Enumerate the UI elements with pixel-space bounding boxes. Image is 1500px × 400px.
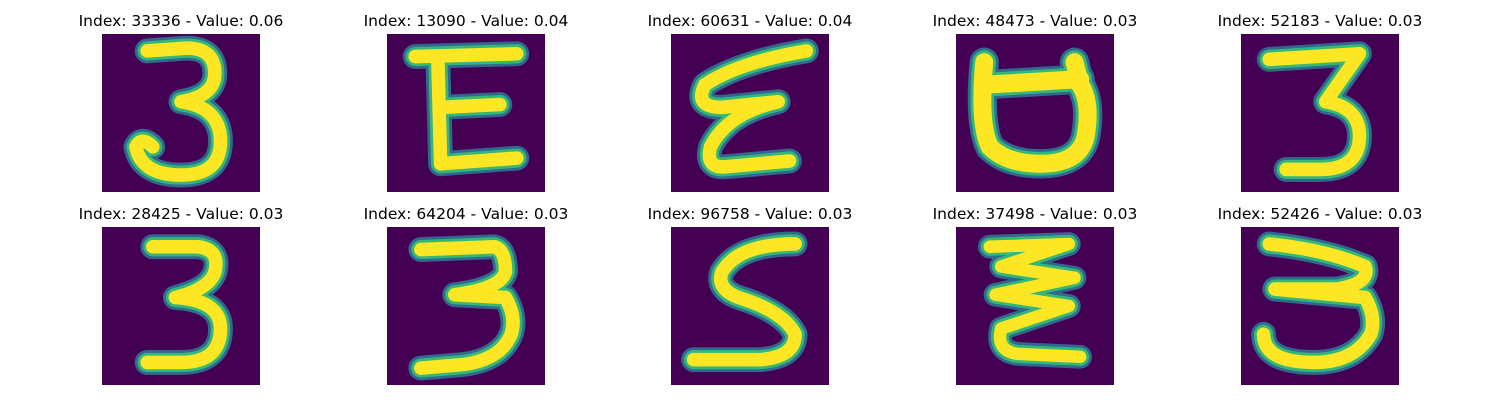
zigzag-3-icon [956,227,1114,385]
panel-9: Index: 37498 - Value: 0.03 [905,203,1165,385]
panel-6: Index: 28425 - Value: 0.03 [51,203,311,385]
panel-title: Index: 52183 - Value: 0.03 [1217,12,1423,30]
panel-title: Index: 48473 - Value: 0.03 [932,12,1138,30]
panel-title: Index: 96758 - Value: 0.03 [647,205,853,223]
panel-7: Index: 64204 - Value: 0.03 [336,203,596,385]
panel-3: Index: 60631 - Value: 0.04 [620,10,880,192]
digit-3-icon [387,227,545,385]
panel-title: Index: 60631 - Value: 0.04 [647,12,853,30]
digit-5-icon [671,227,829,385]
panel-1: Index: 33336 - Value: 0.06 [51,10,311,192]
letter-E-icon [387,34,545,192]
panel-4: Index: 48473 - Value: 0.03 [905,10,1165,192]
panel-title: Index: 52426 - Value: 0.03 [1217,205,1423,223]
cursive-E-icon [671,34,829,192]
digit-3-icon [102,34,260,192]
panel-8: Index: 96758 - Value: 0.03 [620,203,880,385]
panel-title: Index: 33336 - Value: 0.06 [78,12,284,30]
letter-U-icon [956,34,1114,192]
digit-3-icon [102,227,260,385]
panel-title: Index: 37498 - Value: 0.03 [932,205,1138,223]
digit-3-icon [1241,227,1399,385]
panel-5: Index: 52183 - Value: 0.03 [1190,10,1450,192]
panel-title: Index: 13090 - Value: 0.04 [363,12,569,30]
panel-title: Index: 28425 - Value: 0.03 [78,205,284,223]
panel-10: Index: 52426 - Value: 0.03 [1190,203,1450,385]
digit-3-icon [1241,34,1399,192]
panel-2: Index: 13090 - Value: 0.04 [336,10,596,192]
panel-title: Index: 64204 - Value: 0.03 [363,205,569,223]
